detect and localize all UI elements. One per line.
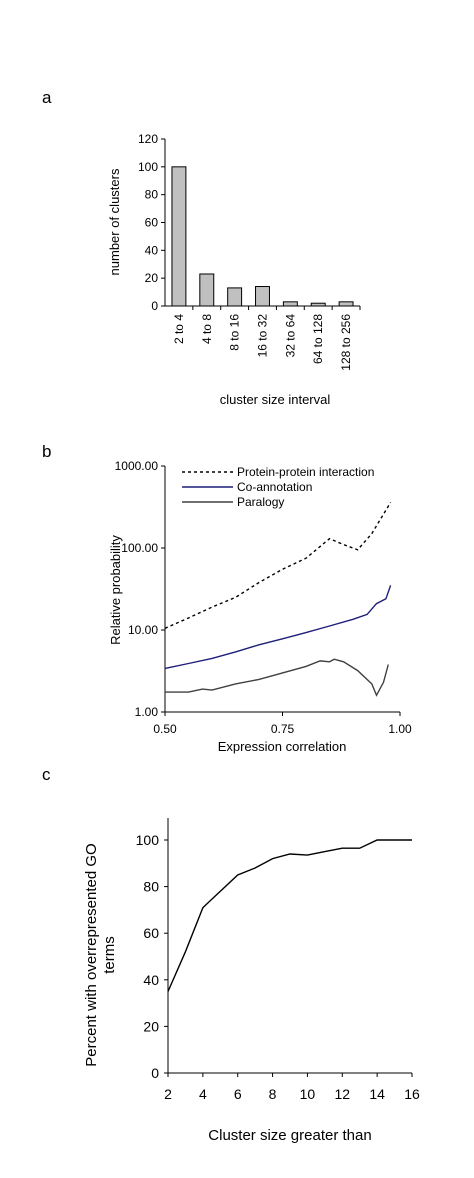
bar-chart-a-bar bbox=[199, 273, 215, 307]
bar-chart-a-xlabel: cluster size interval bbox=[220, 392, 331, 407]
bar-chart-a-category-label: 2 to 4 bbox=[172, 314, 186, 344]
line-chart-c-xlabel: Cluster size greater than bbox=[208, 1127, 371, 1144]
bar-chart-a-ytick-label: 0 bbox=[151, 299, 158, 313]
bar-chart-a-category-label: 32 to 64 bbox=[283, 314, 297, 358]
bar-chart-a-bar bbox=[310, 302, 326, 307]
bar-chart-a-bar bbox=[227, 287, 243, 307]
bar-chart-a-bar bbox=[282, 301, 298, 307]
panel-label-a: a bbox=[42, 88, 52, 107]
bar-chart-a-bar bbox=[171, 166, 187, 307]
bar-chart-a-category-label: 4 to 8 bbox=[200, 314, 214, 344]
bar-chart-a: 0 20 40 60 80 100 120 2 to 4 4 to 8 8 to 16 16 to… bbox=[107, 132, 361, 407]
line-chart-b-xtick-label: 0.50 bbox=[153, 722, 177, 736]
line-chart-b-xlabel: Expression correlation bbox=[218, 739, 347, 754]
bar-chart-a-labels: 2 to 4 4 to 8 8 to 16 16 to 32 32 to 64 64 to… bbox=[172, 314, 353, 371]
line-chart-b: 1.00 10.00 100.00 1000.00 0.50 0.75 1.00 Prote… bbox=[108, 459, 412, 754]
line-chart-c-series bbox=[167, 839, 412, 992]
panel-label-c: c bbox=[42, 765, 51, 784]
bar-chart-a-ytick-label: 40 bbox=[145, 243, 159, 257]
line-chart-c-ylabel-line-2: terms bbox=[101, 936, 118, 974]
bar-chart-a-category-label: 8 to 16 bbox=[228, 314, 242, 351]
bar-chart-a-axes: 0 20 40 60 80 100 120 bbox=[138, 132, 361, 313]
line-chart-c-ytick-label: 60 bbox=[143, 925, 159, 941]
line-chart-c-xtick-label: 4 bbox=[199, 1086, 207, 1102]
line-chart-b-ytick-label: 1000.00 bbox=[115, 459, 159, 473]
bar-chart-a-category-label: 128 to 256 bbox=[339, 314, 353, 371]
bar-chart-a-bars bbox=[171, 166, 354, 307]
line-chart-c-xtick-label: 12 bbox=[334, 1086, 350, 1102]
line-chart-b-legend: Protein-protein interactionCo-annotation… bbox=[182, 465, 374, 509]
line-chart-c-xtick-label: 10 bbox=[300, 1086, 316, 1102]
bar-chart-a-ytick-label: 20 bbox=[145, 271, 159, 285]
line-chart-b-xtick-label: 0.75 bbox=[271, 722, 295, 736]
line-chart-c-ytick-label: 0 bbox=[151, 1065, 159, 1081]
panel-label-b: b bbox=[42, 442, 51, 461]
line-chart-b-series-2 bbox=[164, 585, 392, 670]
line-chart-c-xtick-label: 6 bbox=[234, 1086, 242, 1102]
bar-chart-a-ytick-label: 80 bbox=[145, 188, 159, 202]
line-chart-c-ytick-label: 80 bbox=[143, 879, 159, 895]
bar-chart-a-ytick-label: 100 bbox=[138, 160, 158, 174]
line-chart-b-ytick-label: 100.00 bbox=[121, 541, 158, 555]
line-chart-c-xtick-label: 8 bbox=[269, 1086, 277, 1102]
line-chart-c-xtick-label: 2 bbox=[164, 1086, 172, 1102]
line-chart-b-axes: 1.00 10.00 100.00 1000.00 0.50 0.75 1.00 bbox=[115, 459, 412, 736]
line-chart-c-ytick-label: 40 bbox=[143, 972, 159, 988]
line-chart-b-ytick-label: 10.00 bbox=[128, 623, 158, 637]
bar-chart-a-bar bbox=[338, 301, 354, 307]
bar-chart-a-ytick-label: 60 bbox=[145, 216, 159, 230]
line-chart-b-series-1 bbox=[164, 502, 392, 629]
line-chart-b-series bbox=[164, 502, 392, 697]
line-chart-c-ylabel-line-1: Percent with overrepresented GO bbox=[83, 843, 100, 1066]
line-chart-c-xtick-label: 16 bbox=[404, 1086, 420, 1102]
line-chart-b-ytick-label: 1.00 bbox=[135, 705, 159, 719]
line-chart-c-axes: 0 20 40 60 80 100 2 4 6 8 10 12 14 16 bbox=[136, 818, 420, 1102]
legend-label-3: Paralogy bbox=[237, 495, 284, 509]
bar-chart-a-category-label: 64 to 128 bbox=[311, 314, 325, 364]
line-chart-b-series-3 bbox=[165, 658, 389, 697]
bar-chart-a-category-label: 16 to 32 bbox=[256, 314, 270, 358]
line-chart-c-xtick-label: 14 bbox=[369, 1086, 385, 1102]
line-chart-c-ytick-label: 20 bbox=[143, 1018, 159, 1034]
line-chart-b-ylabel: Relative probability bbox=[108, 535, 123, 645]
legend-label-1: Protein-protein interaction bbox=[237, 465, 374, 479]
bar-chart-a-ylabel: number of clusters bbox=[107, 168, 122, 275]
bar-chart-a-bar bbox=[255, 286, 270, 307]
line-chart-c: 0 20 40 60 80 100 2 4 6 8 10 12 14 16 Percent with ov… bbox=[83, 818, 420, 1144]
legend-label-2: Co-annotation bbox=[237, 480, 312, 494]
line-chart-c-series-1 bbox=[167, 839, 412, 992]
line-chart-c-ytick-label: 100 bbox=[136, 832, 160, 848]
line-chart-b-xtick-label: 1.00 bbox=[388, 722, 412, 736]
bar-chart-a-ytick-label: 120 bbox=[138, 132, 158, 146]
